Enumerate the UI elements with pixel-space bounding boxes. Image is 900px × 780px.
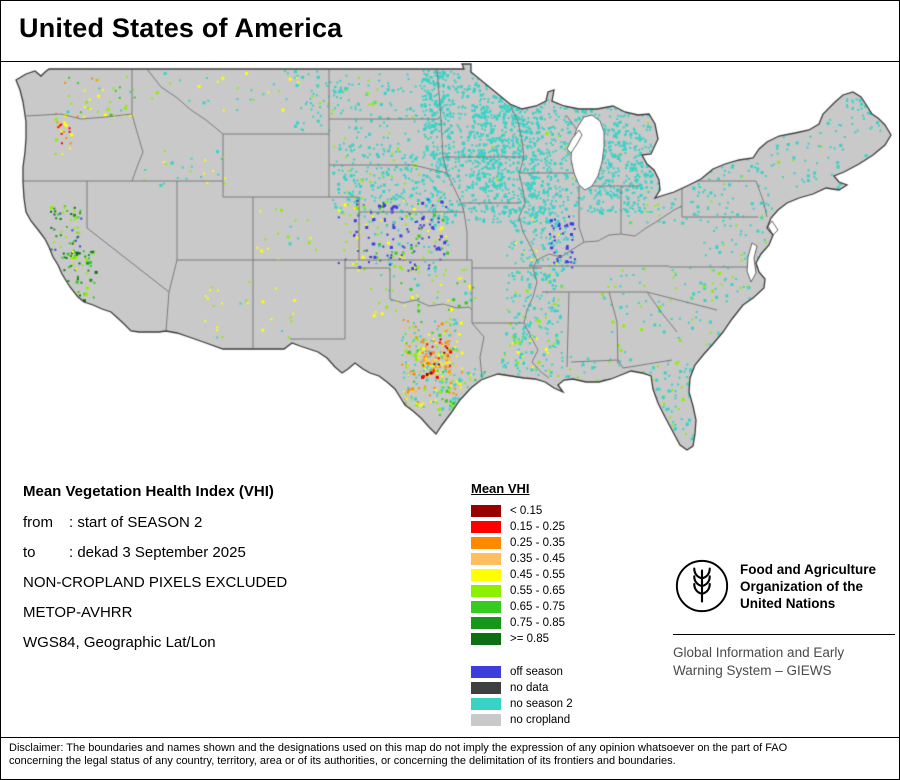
legend-row: < 0.15 xyxy=(471,503,661,519)
fao-logo xyxy=(673,557,731,620)
giews-name: Global Information and Early Warning Sys… xyxy=(673,644,895,680)
info-row-from: from : start of SEASON 2 xyxy=(23,514,453,532)
fao-block: Food and Agriculture Organization of the… xyxy=(673,557,895,680)
info-line-noncropland: NON-CROPLAND PIXELS EXCLUDED xyxy=(23,574,288,591)
legend-swatch xyxy=(471,505,501,517)
legend-swatch xyxy=(471,537,501,549)
page-title: United States of America xyxy=(19,13,343,43)
legend: Mean VHI < 0.15 0.15 - 0.25 0.25 - 0.35 0.3… xyxy=(471,481,661,728)
legend-swatch xyxy=(471,698,501,710)
title-bar: United States of America xyxy=(1,1,899,62)
legend-classes: < 0.15 0.15 - 0.25 0.25 - 0.35 0.35 - 0.45 0… xyxy=(471,503,661,647)
legend-swatch xyxy=(471,553,501,565)
legend-categories: off season no data no season 2 no cropland xyxy=(471,664,661,728)
info-from-value: : start of SEASON 2 xyxy=(69,514,203,531)
fao-org-line3: United Nations xyxy=(740,596,836,611)
legend-row: >= 0.85 xyxy=(471,631,661,647)
legend-swatch xyxy=(471,617,501,629)
legend-swatch xyxy=(471,666,501,678)
fao-org-name: Food and Agriculture Organization of the… xyxy=(740,557,876,612)
disclaimer: Disclaimer: The boundaries and names sho… xyxy=(1,737,899,768)
legend-row: no season 2 xyxy=(471,696,661,712)
legend-label: 0.65 - 0.75 xyxy=(510,601,565,613)
info-to-value: : dekad 3 September 2025 xyxy=(69,544,246,561)
legend-label: no data xyxy=(510,682,549,694)
legend-row: 0.25 - 0.35 xyxy=(471,535,661,551)
giews-line2: Warning System – GIEWS xyxy=(673,663,832,678)
info-line-projection: WGS84, Geographic Lat/Lon xyxy=(23,634,216,651)
legend-swatch xyxy=(471,714,501,726)
info-to-label: to xyxy=(23,544,36,561)
legend-label: < 0.15 xyxy=(510,505,543,517)
legend-row: 0.15 - 0.25 xyxy=(471,519,661,535)
legend-label: >= 0.85 xyxy=(510,633,550,645)
legend-label: off season xyxy=(510,666,563,678)
info-from-label: from xyxy=(23,514,53,531)
legend-label: no cropland xyxy=(510,714,571,726)
info-heading: Mean Vegetation Health Index (VHI) xyxy=(23,483,274,500)
legend-row: off season xyxy=(471,664,661,680)
info-row-to: to : dekad 3 September 2025 xyxy=(23,544,453,562)
legend-swatch xyxy=(471,682,501,694)
fao-org-line1: Food and Agriculture xyxy=(740,562,876,577)
legend-swatch xyxy=(471,521,501,533)
legend-swatch xyxy=(471,585,501,597)
map-info-block: Mean Vegetation Health Index (VHI) from:… xyxy=(23,483,453,664)
legend-row: 0.45 - 0.55 xyxy=(471,567,661,583)
legend-swatch xyxy=(471,633,501,645)
legend-row: no data xyxy=(471,680,661,696)
legend-row: no cropland xyxy=(471,712,661,728)
legend-row: 0.35 - 0.45 xyxy=(471,551,661,567)
legend-row: 0.75 - 0.85 xyxy=(471,615,661,631)
legend-label: 0.55 - 0.65 xyxy=(510,585,565,597)
legend-row: 0.65 - 0.75 xyxy=(471,599,661,615)
giews-line1: Global Information and Early xyxy=(673,645,845,660)
map-canvas xyxy=(1,62,899,472)
legend-swatch xyxy=(471,569,501,581)
legend-label: no season 2 xyxy=(510,698,573,710)
disclaimer-line1: Disclaimer: The boundaries and names sho… xyxy=(9,742,788,754)
legend-swatch xyxy=(471,601,501,613)
legend-heading: Mean VHI xyxy=(471,481,530,496)
info-line-sensor: METOP-AVHRR xyxy=(23,604,133,621)
legend-row: 0.55 - 0.65 xyxy=(471,583,661,599)
fao-org-line2: Organization of the xyxy=(740,579,863,594)
legend-label: 0.75 - 0.85 xyxy=(510,617,565,629)
legend-label: 0.45 - 0.55 xyxy=(510,569,565,581)
legend-label: 0.25 - 0.35 xyxy=(510,537,565,549)
fao-divider xyxy=(673,634,895,635)
disclaimer-line2: concerning the legal status of any count… xyxy=(9,755,676,767)
legend-label: 0.15 - 0.25 xyxy=(510,521,565,533)
legend-label: 0.35 - 0.45 xyxy=(510,553,565,565)
